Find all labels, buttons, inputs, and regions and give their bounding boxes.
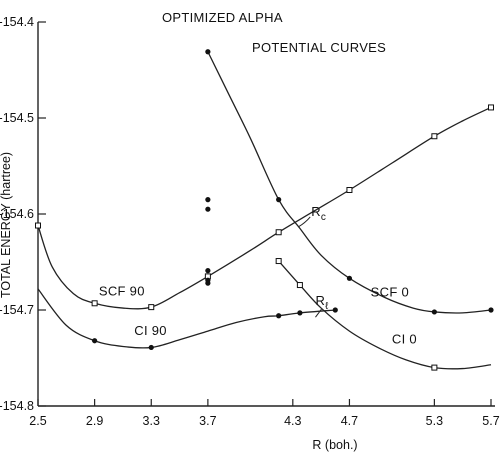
annotation-label: Rc — [311, 204, 326, 223]
point-scf-0 — [346, 275, 353, 281]
curve-ci-0 — [278, 260, 492, 370]
point-ci-0 — [431, 364, 438, 371]
x-tick-label: 5.3 — [426, 414, 443, 428]
x-tick-label: 4.3 — [284, 414, 301, 428]
markers — [35, 49, 494, 371]
axes: -154.4 -154.5 -154.6 -154.7 -154.82.5 2.9 3.3 3… — [0, 15, 500, 428]
chart-title: OPTIMIZED ALPHA — [162, 10, 283, 25]
curve-scf-0 — [207, 51, 492, 314]
point-scf-90 — [148, 304, 155, 311]
annotation-label: CI 90 — [134, 323, 167, 338]
labels: OPTIMIZED ALPHA POTENTIAL CURVES R (boh.… — [0, 10, 417, 452]
point-scf-90 — [275, 229, 282, 236]
data-point — [205, 268, 211, 274]
point-ci-90 — [332, 307, 338, 313]
x-tick-label: 3.7 — [199, 414, 216, 428]
x-axis-title: R (boh.) — [312, 438, 357, 452]
point-ci-90 — [297, 310, 303, 316]
point-scf-0 — [276, 197, 282, 203]
point-scf-0 — [431, 309, 437, 315]
point-scf-90 — [346, 187, 353, 193]
point-ci-0 — [275, 258, 282, 265]
x-tick-label: 5.7 — [482, 414, 499, 428]
curve-ci-90 — [37, 288, 336, 349]
data-point — [205, 280, 211, 286]
chart-subtitle: POTENTIAL CURVES — [252, 40, 386, 55]
point-scf-90 — [488, 104, 494, 111]
curve-scf-90 — [37, 106, 492, 310]
point-scf-90 — [35, 222, 41, 229]
point-ci-0 — [296, 282, 303, 289]
x-tick-label: 2.5 — [29, 414, 46, 428]
annotation-label: SCF 0 — [371, 285, 409, 300]
y-tick-label: -154.6 — [0, 207, 34, 221]
x-tick-label: 4.7 — [341, 414, 358, 428]
point-ci-90 — [92, 338, 98, 344]
annotation-label: CI 0 — [392, 332, 417, 347]
x-tick-label: 2.9 — [86, 414, 103, 428]
annotation-label: SCF 90 — [99, 284, 145, 299]
point-ci-90 — [148, 344, 154, 351]
point-scf-90 — [431, 133, 438, 140]
y-tick-label: -154.4 — [0, 15, 34, 29]
point-scf-90 — [91, 300, 98, 307]
rl-leader-line — [315, 308, 322, 318]
x-tick-label: 3.3 — [143, 414, 160, 428]
data-point — [205, 197, 211, 203]
point-ci-90 — [276, 313, 282, 319]
data-point — [205, 206, 211, 212]
point-scf-0 — [488, 307, 494, 313]
y-tick-label: -154.8 — [0, 399, 34, 413]
y-tick-label: -154.5 — [0, 111, 34, 125]
point-scf-0 — [205, 49, 211, 55]
y-axis-title: TOTAL ENERGY (hartree) — [0, 152, 13, 298]
curves — [37, 51, 492, 370]
rc-leader-line — [297, 216, 311, 228]
y-tick-label: -154.7 — [0, 303, 34, 317]
